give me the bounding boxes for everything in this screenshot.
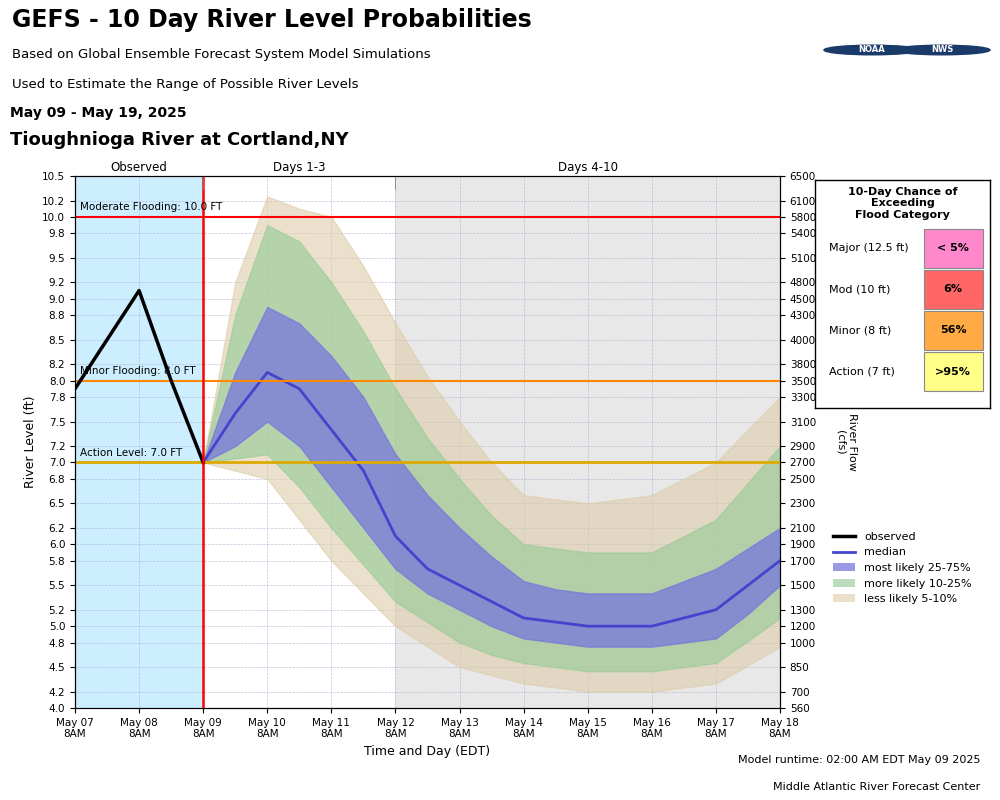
- Circle shape: [894, 45, 990, 55]
- Text: Moderate Flooding: 10.0 FT: Moderate Flooding: 10.0 FT: [80, 202, 223, 212]
- Bar: [75, 176, 203, 708]
- Text: NWS: NWS: [931, 46, 953, 54]
- FancyBboxPatch shape: [924, 352, 983, 391]
- Text: Days 4-10: Days 4-10: [558, 162, 618, 174]
- Text: Used to Estimate the Range of Possible River Levels: Used to Estimate the Range of Possible R…: [12, 78, 358, 91]
- Text: Action (7 ft): Action (7 ft): [829, 366, 895, 377]
- Y-axis label: River Flow
(cfs): River Flow (cfs): [835, 413, 857, 471]
- Text: 56%: 56%: [940, 326, 967, 335]
- Text: Tioughnioga River at Cortland,NY: Tioughnioga River at Cortland,NY: [10, 130, 348, 149]
- Text: Action Level: 7.0 FT: Action Level: 7.0 FT: [80, 447, 182, 458]
- Legend: observed, median, most likely 25-75%, more likely 10-25%, less likely 5-10%: observed, median, most likely 25-75%, mo…: [829, 527, 976, 609]
- Text: Minor (8 ft): Minor (8 ft): [829, 326, 891, 335]
- Text: Minor Flooding: 8.0 FT: Minor Flooding: 8.0 FT: [80, 366, 196, 376]
- Text: Mod (10 ft): Mod (10 ft): [829, 285, 890, 294]
- Text: Based on Global Ensemble Forecast System Model Simulations: Based on Global Ensemble Forecast System…: [12, 48, 431, 61]
- FancyBboxPatch shape: [924, 270, 983, 309]
- Circle shape: [824, 45, 920, 55]
- Text: Model runtime: 02:00 AM EDT May 09 2025: Model runtime: 02:00 AM EDT May 09 2025: [738, 755, 980, 765]
- Text: Days 1-3: Days 1-3: [273, 162, 326, 174]
- Text: NOAA: NOAA: [859, 46, 885, 54]
- FancyBboxPatch shape: [924, 229, 983, 268]
- Text: 10-Day Chance of
Exceeding
Flood Category: 10-Day Chance of Exceeding Flood Categor…: [848, 187, 957, 220]
- FancyBboxPatch shape: [924, 311, 983, 350]
- Text: < 5%: < 5%: [937, 243, 969, 254]
- Bar: [395, 176, 780, 708]
- Text: GEFS - 10 Day River Level Probabilities: GEFS - 10 Day River Level Probabilities: [12, 8, 532, 32]
- Bar: [203, 176, 395, 708]
- Text: Major (12.5 ft): Major (12.5 ft): [829, 243, 909, 254]
- Text: May 09 - May 19, 2025: May 09 - May 19, 2025: [10, 106, 186, 119]
- Text: Middle Atlantic River Forecast Center: Middle Atlantic River Forecast Center: [773, 782, 980, 792]
- Text: 6%: 6%: [944, 285, 963, 294]
- Text: >95%: >95%: [935, 366, 971, 377]
- Text: Observed: Observed: [111, 162, 168, 174]
- Y-axis label: River Level (ft): River Level (ft): [24, 396, 37, 488]
- X-axis label: Time and Day (EDT): Time and Day (EDT): [364, 745, 491, 758]
